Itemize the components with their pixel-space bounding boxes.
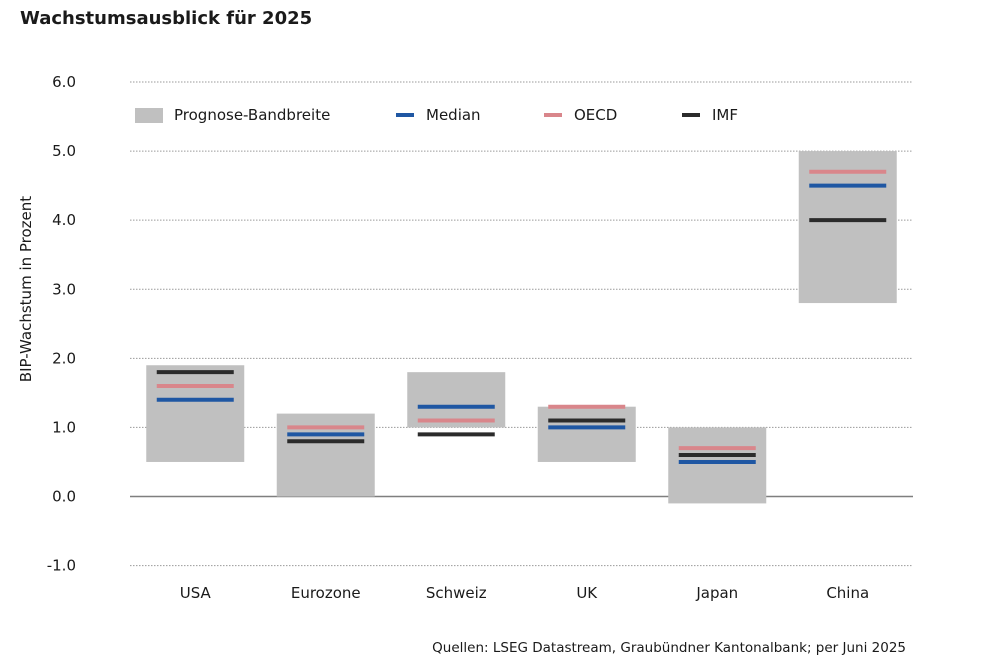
y-tick-label: 6.0 [52, 73, 76, 91]
legend-label: OECD [574, 106, 617, 124]
category-label: Eurozone [291, 584, 361, 602]
source-note: Quellen: LSEG Datastream, Graubündner Ka… [432, 640, 906, 656]
legend-swatch-band [135, 108, 163, 123]
y-tick-label: -1.0 [47, 557, 76, 575]
category-labels: USA Eurozone Schweiz UK Japan China [180, 584, 869, 602]
category-label: Schweiz [426, 584, 487, 602]
category-label: USA [180, 584, 212, 602]
range-bands [146, 151, 897, 504]
y-axis-ticks: 6.0 5.0 4.0 3.0 2.0 1.0 0.0 -1.0 [47, 73, 76, 575]
legend-label: Median [426, 106, 481, 124]
legend-label: IMF [712, 106, 738, 124]
range-band [407, 372, 506, 428]
chart-title: Wachstumsausblick für 2025 [20, 8, 313, 29]
y-tick-label: 2.0 [52, 349, 76, 367]
series-markers [156, 169, 887, 464]
category-label: China [826, 584, 869, 602]
category-label: Japan [695, 584, 738, 602]
legend-label: Prognose-Bandbreite [174, 106, 330, 124]
legend: Prognose-Bandbreite Median OECD IMF [135, 106, 738, 124]
y-tick-label: 4.0 [52, 211, 76, 229]
range-band [668, 427, 767, 504]
y-axis-label: BIP-Wachstum in Prozent [17, 196, 35, 382]
y-tick-label: 3.0 [52, 280, 76, 298]
range-band [537, 406, 636, 462]
category-label: UK [576, 584, 598, 602]
range-band [146, 365, 245, 462]
gridlines [130, 81, 913, 567]
y-tick-label: 0.0 [52, 488, 76, 506]
y-tick-label: 5.0 [52, 142, 76, 160]
y-tick-label: 1.0 [52, 418, 76, 436]
range-band [798, 151, 897, 304]
